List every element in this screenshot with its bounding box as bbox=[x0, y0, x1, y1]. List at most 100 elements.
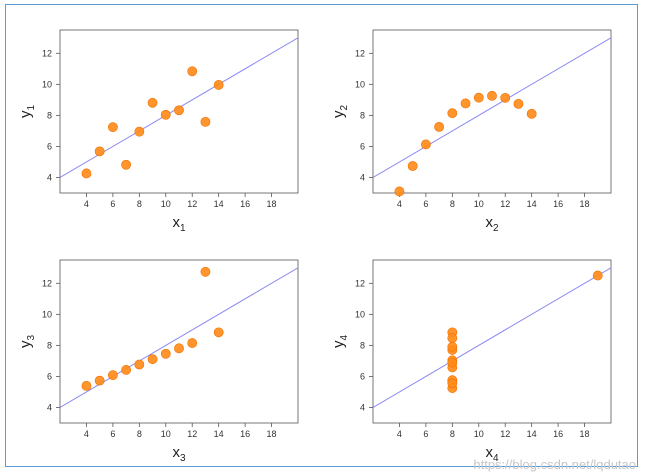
x-tick-label: 6 bbox=[110, 199, 115, 209]
x-tick-label: 8 bbox=[450, 199, 455, 209]
data-point bbox=[434, 121, 445, 132]
data-point bbox=[473, 92, 484, 103]
x-tick-label: 10 bbox=[474, 429, 484, 439]
data-point bbox=[121, 159, 132, 170]
data-point bbox=[407, 161, 418, 171]
y-tick-label: 10 bbox=[355, 79, 365, 89]
x-tick-label: 12 bbox=[500, 199, 510, 209]
y-tick-label: 6 bbox=[360, 371, 365, 381]
data-point bbox=[160, 109, 171, 120]
x-tick-label: 6 bbox=[423, 429, 428, 439]
regression-line bbox=[373, 267, 611, 408]
watermark: https://blog.csdn.net/lqdutao bbox=[473, 457, 636, 472]
x-tick-label: 14 bbox=[527, 199, 537, 209]
y-tick-label: 12 bbox=[42, 48, 52, 58]
x-tick-label: 18 bbox=[580, 429, 590, 439]
regression-line bbox=[60, 267, 298, 408]
x-tick-label: 12 bbox=[187, 199, 197, 209]
data-point bbox=[94, 375, 105, 386]
data-point bbox=[447, 378, 458, 389]
x-tick-label: 10 bbox=[474, 199, 484, 209]
x-axis-label: x3 bbox=[172, 444, 186, 464]
data-point bbox=[121, 365, 132, 375]
x-tick-label: 16 bbox=[553, 429, 563, 439]
data-point bbox=[187, 66, 198, 77]
x-tick-label: 18 bbox=[580, 199, 590, 209]
data-point bbox=[107, 370, 118, 381]
x-tick-label: 14 bbox=[214, 199, 224, 209]
x-tick-label: 8 bbox=[137, 429, 142, 439]
y-tick-label: 12 bbox=[355, 278, 365, 288]
data-point bbox=[187, 338, 198, 348]
data-point bbox=[420, 139, 431, 150]
data-point bbox=[513, 98, 524, 109]
data-point bbox=[147, 97, 158, 108]
figure-frame bbox=[5, 4, 638, 467]
data-point bbox=[500, 92, 511, 103]
data-point bbox=[134, 126, 145, 137]
data-point bbox=[447, 333, 458, 343]
data-point bbox=[592, 270, 603, 281]
data-point bbox=[447, 357, 458, 368]
y-tick-label: 8 bbox=[360, 110, 365, 120]
data-point bbox=[174, 105, 184, 116]
x-tick-label: 4 bbox=[397, 199, 402, 209]
data-point bbox=[213, 327, 224, 338]
data-point bbox=[447, 341, 458, 352]
data-point bbox=[447, 108, 458, 119]
x-axis-label: x2 bbox=[485, 214, 499, 234]
y-tick-label: 4 bbox=[360, 402, 365, 412]
data-point bbox=[81, 380, 92, 391]
y-tick-label: 6 bbox=[47, 371, 52, 381]
x-tick-label: 14 bbox=[527, 429, 537, 439]
data-point bbox=[213, 80, 224, 90]
y-axis-label: y1 bbox=[17, 105, 37, 119]
y-tick-label: 4 bbox=[360, 172, 365, 182]
plot-area-2 bbox=[372, 29, 612, 194]
x-tick-label: 8 bbox=[450, 429, 455, 439]
data-point bbox=[94, 146, 105, 157]
y-axis-label: y3 bbox=[17, 335, 37, 349]
y-tick-label: 10 bbox=[42, 79, 52, 89]
x-tick-label: 18 bbox=[267, 429, 277, 439]
data-point bbox=[487, 90, 497, 101]
x-tick-label: 6 bbox=[423, 199, 428, 209]
x-axis-label: x4 bbox=[485, 444, 499, 464]
x-tick-label: 16 bbox=[553, 199, 563, 209]
y-tick-label: 6 bbox=[360, 141, 365, 151]
y-tick-label: 10 bbox=[42, 309, 52, 319]
data-point bbox=[394, 186, 405, 197]
x-tick-label: 8 bbox=[137, 199, 142, 209]
y-axis-label: y2 bbox=[330, 105, 350, 119]
data-point bbox=[200, 117, 211, 127]
y-tick-label: 8 bbox=[360, 340, 365, 350]
plot-area-4 bbox=[372, 259, 612, 424]
plot-area-1 bbox=[59, 29, 299, 194]
x-tick-label: 4 bbox=[397, 429, 402, 439]
regression-line bbox=[373, 37, 611, 178]
plot-area-3 bbox=[59, 259, 299, 424]
data-point bbox=[200, 266, 211, 277]
x-tick-label: 12 bbox=[187, 429, 197, 439]
data-point bbox=[134, 359, 145, 370]
data-point bbox=[526, 108, 537, 119]
data-point bbox=[460, 98, 471, 109]
y-tick-label: 10 bbox=[355, 309, 365, 319]
x-tick-label: 10 bbox=[161, 429, 171, 439]
x-tick-label: 16 bbox=[240, 199, 250, 209]
y-tick-label: 6 bbox=[47, 141, 52, 151]
data-point bbox=[147, 354, 158, 365]
x-axis-label: x1 bbox=[172, 214, 186, 234]
y-tick-label: 4 bbox=[47, 402, 52, 412]
y-tick-label: 12 bbox=[42, 278, 52, 288]
x-tick-label: 12 bbox=[500, 429, 510, 439]
x-tick-label: 16 bbox=[240, 429, 250, 439]
x-tick-label: 4 bbox=[84, 199, 89, 209]
y-tick-label: 8 bbox=[47, 340, 52, 350]
data-point bbox=[174, 343, 184, 354]
